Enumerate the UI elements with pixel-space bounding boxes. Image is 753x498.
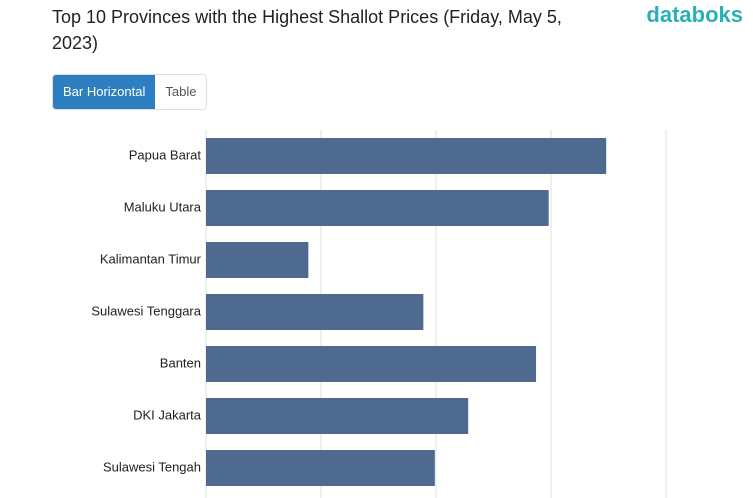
tab[interactable]: Bar Horizontal <box>53 75 156 109</box>
bar <box>206 398 469 434</box>
tab[interactable]: Table <box>155 75 207 109</box>
y-tick-label: Papua Barat <box>129 147 202 162</box>
bar <box>206 294 424 330</box>
chart-title: Top 10 Provinces with the Highest Shallo… <box>52 7 562 53</box>
view-tabs: Bar Horizontal Table <box>52 74 208 110</box>
y-tick-label: Kalimantan Timur <box>100 251 202 266</box>
y-tick-label: DKI Jakarta <box>133 407 202 422</box>
y-tick-label: Sulawesi Tenggara <box>91 303 201 318</box>
y-tick-label: Banten <box>160 355 201 370</box>
bar <box>206 138 607 174</box>
y-tick-label: Maluku Utara <box>124 199 202 214</box>
bar <box>206 450 435 486</box>
bar <box>206 346 537 382</box>
logo: databoks <box>646 2 743 27</box>
bar <box>206 242 309 278</box>
y-tick-label: Sulawesi Tengah <box>103 459 201 474</box>
bar <box>206 190 549 226</box>
